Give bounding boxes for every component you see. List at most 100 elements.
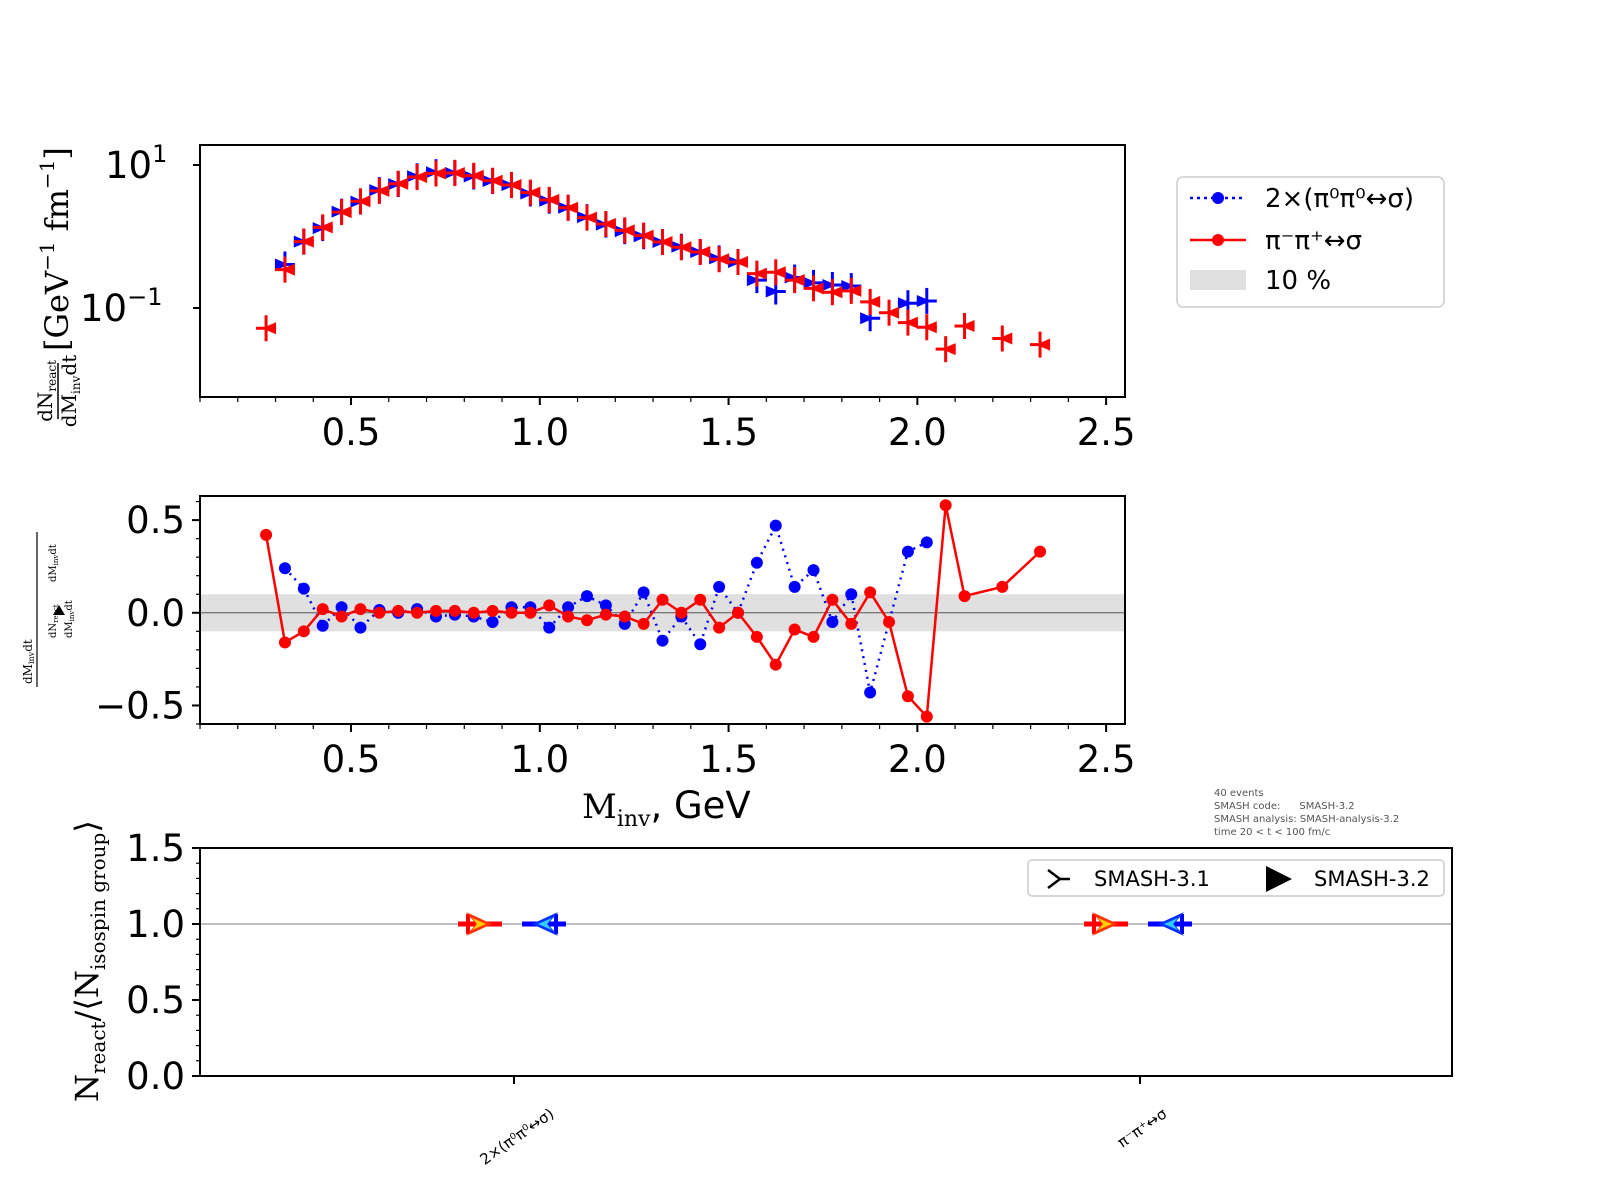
ratio-marks (260, 499, 1047, 723)
ratio-point (996, 580, 1009, 593)
ratio-point (543, 621, 556, 634)
spectrum-x-ticks: 0.5 1.0 1.5 2.0 2.5 (199, 397, 1136, 454)
ratio-point (278, 562, 291, 575)
spectrum-point (639, 229, 654, 242)
ratio-point (486, 616, 499, 629)
ratio-point (637, 586, 650, 599)
ratio-point (562, 601, 575, 614)
ratio-point (694, 593, 707, 606)
ratio-point (580, 614, 593, 627)
y-tick-label: 1.0 (126, 903, 185, 946)
info-line-4: time 20 < t < 100 fm/c (1214, 827, 1330, 838)
x-tick-label: 1.0 (510, 738, 569, 781)
ratio-point (335, 601, 348, 614)
spectrum-point (696, 245, 711, 258)
smash-32-marker-icon (1266, 866, 1292, 892)
ratio-ylabel-arrow-icon (53, 605, 65, 615)
x-tick-label: 2.0 (888, 738, 947, 781)
ratio-point (845, 617, 858, 630)
spectrum-point (1036, 338, 1051, 351)
ratio-point (826, 593, 839, 606)
spectrum-point (803, 276, 818, 289)
ratio-point (543, 599, 556, 612)
norm-ylabel-text: Nreact/⟨Nisospin group⟩ (68, 820, 110, 1102)
legend-label-smash-32: SMASH-3.2 (1314, 867, 1430, 891)
spectrum-point (262, 322, 277, 335)
ratio-point (656, 593, 669, 606)
normalization-legend: SMASH-3.1 SMASH-3.2 (1027, 859, 1445, 897)
x-tick-label: 0.5 (322, 738, 381, 781)
ratio-point (920, 536, 933, 549)
ratio-point (316, 619, 329, 632)
info-line-2: SMASH code: SMASH-3.2 (1214, 801, 1355, 812)
x-tick-label: 1.5 (699, 411, 758, 454)
ratio-point (524, 606, 537, 619)
y-tick-label: −0.5 (95, 684, 185, 727)
ratio-point (599, 599, 612, 612)
ratio-point (580, 590, 593, 603)
ratio-point (354, 603, 367, 616)
spectrum-marks (256, 159, 1051, 363)
ratio-point (562, 610, 575, 623)
ratio-point (713, 621, 726, 634)
ylabel-frac-den: dMinvdt (57, 355, 83, 427)
y-tick-label: 1.5 (126, 827, 185, 870)
spectrum-panel: 0.5 1.0 1.5 2.0 2.5 101 10−1 dNreact dMinvdt… (33, 140, 1136, 454)
spectrum-point (601, 217, 616, 230)
ratio-ylabel-den: dMinvdt (64, 600, 76, 638)
ratio-point (807, 564, 820, 577)
category-label-2: π⁻π⁺↔σ (1114, 1104, 1171, 1151)
spectrum-point (822, 278, 837, 291)
ratio-point (316, 603, 329, 616)
spectrum-point (866, 295, 881, 308)
ratio-frame (199, 495, 1126, 725)
legend-marker-blue (1212, 192, 1224, 204)
legend-band-swatch (1190, 270, 1246, 290)
ratio-point (392, 604, 405, 617)
ratio-point (939, 499, 952, 512)
ratio-x-label: Minv, GeV (582, 784, 751, 832)
ratio-point (637, 617, 650, 630)
spectrum-ytick-10-minus1: 10−1 (80, 283, 162, 330)
spectrum-legend: 2×(π⁰π⁰↔σ) π⁻π⁺↔σ 10 % (1176, 176, 1445, 308)
smash-31-marker-icon (1047, 869, 1070, 889)
normalization-panel: 1.5 1.0 0.5 0.0 2×(π⁰π⁰↔σ) π⁻π⁺↔σ Nreact/⟨N… (68, 820, 1453, 1169)
ratio-point (769, 519, 782, 532)
ratio-point (958, 590, 971, 603)
spectrum-point (375, 184, 390, 197)
ratio-y-label: dMinvdt dNreact dMinvdt dMinvdt (21, 532, 76, 687)
legend-label-smash-31: SMASH-3.1 (1094, 867, 1210, 891)
spectrum-point (922, 321, 937, 334)
ratio-point (373, 606, 386, 619)
spectrum-point (507, 179, 522, 192)
ratio-point (429, 604, 442, 617)
x-tick-label: 2.5 (1077, 411, 1136, 454)
spectrum-point (413, 171, 428, 184)
legend-marker-red (1212, 234, 1224, 246)
norm-marker-smash32-inner (538, 918, 552, 930)
spectrum-point (847, 284, 862, 297)
spectrum-point (960, 319, 975, 332)
spectrum-point (356, 195, 371, 208)
ratio-point (920, 710, 933, 723)
y-tick-label: 0.0 (126, 592, 185, 635)
spectrum-point (545, 193, 560, 206)
spectrum-point (318, 221, 333, 234)
spectrum-point (903, 316, 918, 329)
ratio-point (788, 580, 801, 593)
ratio-point (448, 604, 461, 617)
legend-bottom-box (1027, 859, 1445, 897)
spectrum-point (431, 167, 446, 180)
spectrum-y-label: dNreact dMinvdt [GeV−1 fm−1] (33, 147, 83, 427)
spectrum-point (790, 274, 805, 287)
spectrum-point (658, 236, 673, 249)
y-tick-label: 0.0 (126, 1055, 185, 1098)
category-label-1: 2×(π⁰π⁰↔σ) (477, 1105, 558, 1169)
x-tick-label: 1.0 (510, 411, 569, 454)
spectrum-point (582, 211, 597, 224)
spectrum-point (450, 167, 465, 180)
ratio-point (656, 634, 669, 647)
info-line-1: 40 events (1214, 788, 1264, 799)
normalization-y-label: Nreact/⟨Nisospin group⟩ (68, 820, 110, 1102)
